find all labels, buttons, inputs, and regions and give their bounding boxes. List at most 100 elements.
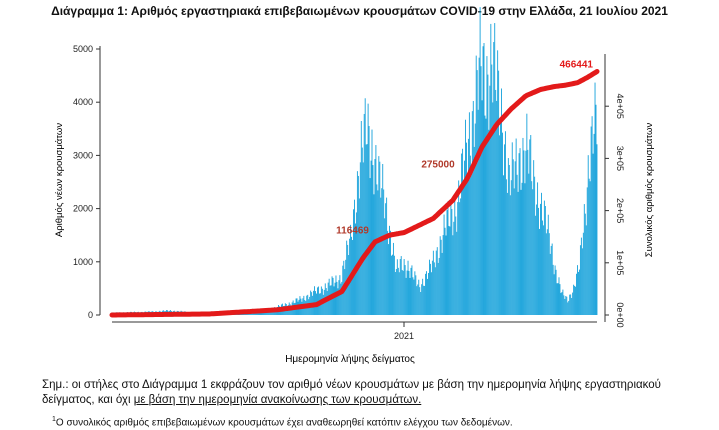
bar [399,259,401,315]
bar [460,198,462,315]
bar [500,122,502,315]
bar [434,267,436,315]
bar [512,159,514,315]
bar [482,46,484,315]
bar [365,144,367,315]
bar [330,285,332,315]
bar [455,216,457,315]
bar [442,235,444,315]
bar [447,201,449,315]
bar [395,269,397,315]
bar [533,160,535,315]
bar [549,253,551,315]
bar [594,82,596,315]
bar [596,144,598,315]
bar [418,279,420,315]
bar [454,198,456,315]
bar [371,129,373,315]
bar [390,230,391,315]
bar [570,294,572,315]
bar [577,265,578,315]
bar [551,243,553,315]
bar [457,202,459,315]
bar [496,100,498,315]
bar [506,192,508,315]
bar [546,229,548,315]
bar [565,295,567,315]
bar [503,144,505,315]
chart-title: Διάγραμμα 1: Αριθμός εργαστηριακά επιβεβ… [51,4,668,18]
bar [507,158,509,315]
bar [498,70,500,315]
bar [393,255,395,315]
bar [431,260,433,315]
bar [401,269,403,315]
bar [472,101,474,316]
bar [346,240,348,315]
bar [377,190,379,315]
bar [404,265,406,315]
bar [531,181,533,315]
bar [490,23,492,315]
axes: 0 1000 2000 3000 4000 5000 0e+00 1e+05 2e+05 3e+0… [73,44,625,341]
bar [476,70,478,315]
bar [453,221,455,315]
bar [392,254,393,315]
bar [523,150,525,315]
bar [391,255,392,315]
bar [579,245,581,315]
bar [487,74,489,315]
bar [317,286,319,315]
cumulative-line [109,69,600,318]
bar [388,244,390,315]
bar [540,203,541,315]
bar [380,197,382,315]
bar [444,227,446,315]
bar [338,280,340,315]
bar [587,155,589,315]
bar [415,275,417,315]
bar [372,165,374,315]
bar [356,171,358,315]
bar [344,269,346,315]
bar [532,189,534,315]
bar [392,242,394,315]
bar [435,250,437,315]
bar [534,176,536,315]
bar [441,252,443,315]
bar [485,118,487,315]
bar [449,226,451,315]
bar [541,220,543,315]
bar [437,262,439,315]
bar [593,133,595,315]
bar [591,116,593,315]
bar [407,260,409,315]
bar [499,135,501,315]
bar [524,183,526,315]
bar [503,175,504,315]
cumulative-line-series: 466441 275000 116469 [109,60,600,318]
bar [443,214,445,315]
bar [314,286,315,315]
bar [436,247,438,315]
bar [433,262,435,315]
bar [465,119,466,315]
bar [463,179,465,315]
bar [547,214,549,315]
y-tick-label-left: 0 [88,310,93,320]
bar [459,202,461,315]
note-text-1: Σημ.: οι στήλες στο Διάγραμμα 1 εκφράζου… [42,379,661,406]
bar [341,281,343,315]
bar [422,278,424,315]
bar [469,155,471,315]
bar [383,189,385,315]
bar [458,180,460,315]
data-label: 466441 [560,60,594,71]
bar [552,264,554,315]
note-text-2: με βάση την ημερομηνία ανακοίνωσης των κ… [133,394,422,406]
bar [555,269,557,315]
bar [588,178,590,315]
bar [538,207,539,315]
bar [427,278,428,315]
y-tick-label-right: 1e+05 [615,250,625,275]
